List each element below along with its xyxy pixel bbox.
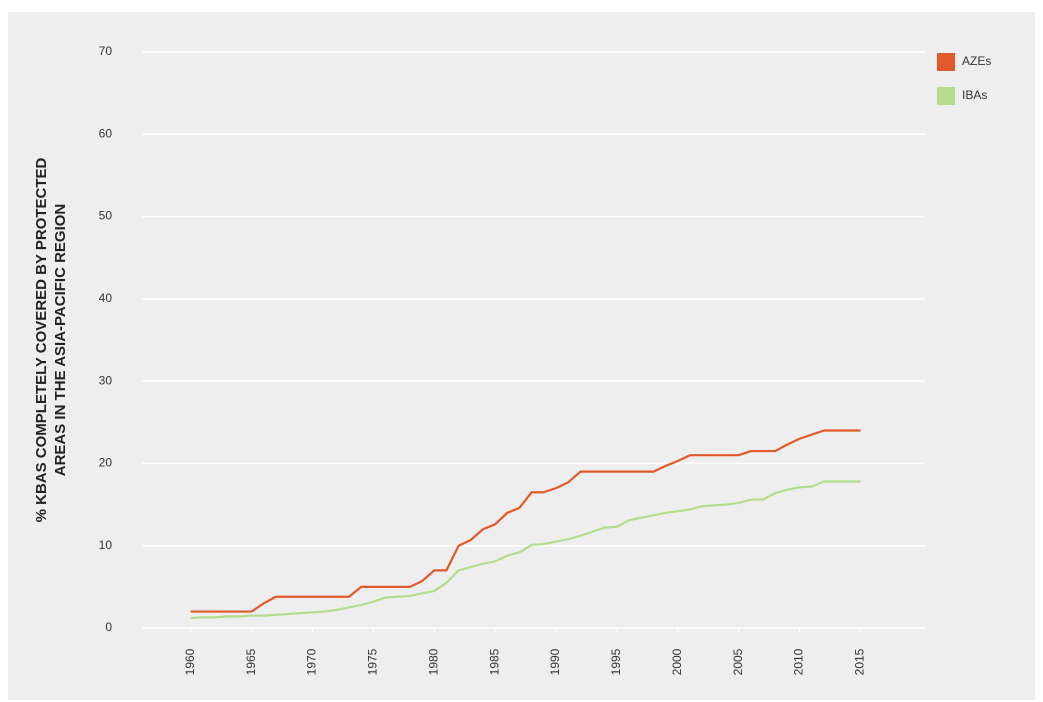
x-tick-label: 1975: [366, 648, 380, 675]
y-tick-label: 60: [99, 126, 113, 140]
x-tick-label: 1965: [244, 648, 258, 675]
x-tick-label: 1985: [487, 648, 501, 675]
y-tick-label: 0: [105, 620, 112, 634]
x-tick-label: 2010: [792, 648, 806, 675]
legend-swatch: [937, 87, 955, 105]
x-tick-label: 1990: [548, 648, 562, 675]
x-tick-label: 1980: [426, 648, 440, 675]
legend-swatch: [937, 53, 955, 71]
legend-label: IBAs: [962, 88, 987, 102]
y-tick-label: 40: [99, 291, 113, 305]
y-tick-label: 50: [99, 209, 113, 223]
y-axis-label: AREAS IN THE ASIA-PACIFIC REGION: [52, 204, 69, 477]
chart-background: [8, 12, 1035, 700]
y-tick-label: 10: [99, 538, 113, 552]
x-tick-label: 1995: [609, 648, 623, 675]
x-tick-label: 2005: [731, 648, 745, 675]
y-tick-label: 30: [99, 373, 113, 387]
x-tick-label: 2015: [853, 648, 867, 675]
x-tick-label: 2000: [670, 648, 684, 675]
line-series: [190, 429, 861, 613]
y-axis-label: % KBAS COMPLETELY COVERED BY PROTECTED: [33, 157, 50, 522]
x-tick-label: 1960: [183, 648, 197, 675]
y-tick-label: 20: [99, 456, 113, 470]
legend-label: AZEs: [962, 54, 991, 68]
x-tick-label: 1970: [305, 648, 319, 675]
line-series: [190, 480, 861, 620]
y-tick-label: 70: [99, 44, 113, 58]
